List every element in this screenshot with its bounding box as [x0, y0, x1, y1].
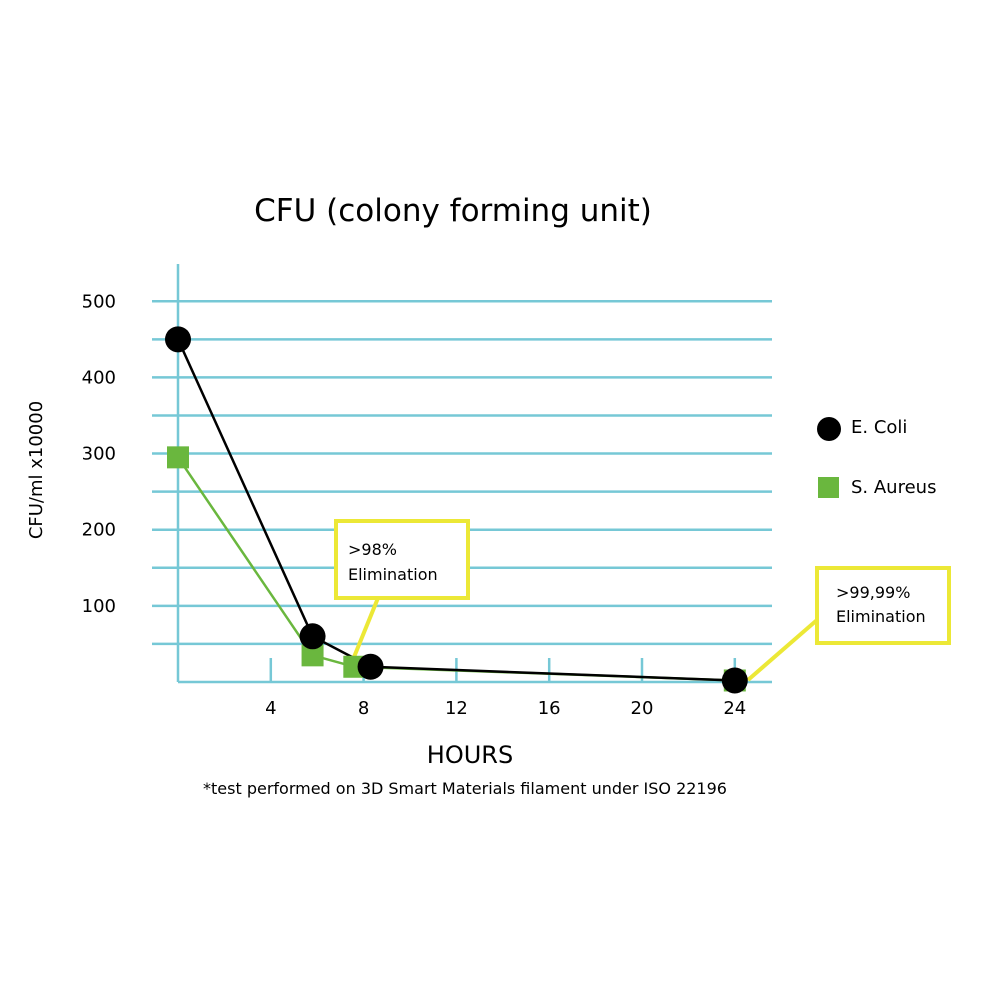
legend-label: S. Aureus: [851, 477, 936, 498]
grid: [152, 264, 772, 684]
chart-title: CFU (colony forming unit): [254, 193, 652, 229]
x-axis-title: HOURS: [427, 741, 513, 769]
x-tick-label: 8: [358, 698, 369, 719]
legend-marker-ecoli: [817, 417, 841, 441]
x-tick-label: 24: [723, 698, 746, 719]
data-point-ecoli: [721, 667, 748, 694]
annotations: >98% Elimination >99,99% Elimination: [334, 519, 951, 682]
legend: E. Coli S. Aureus: [817, 417, 936, 498]
y-axis-title: CFU/ml x10000: [26, 401, 47, 539]
x-tick-label: 16: [538, 698, 561, 719]
y-tick-label: 300: [82, 444, 116, 465]
footnote: *test performed on 3D Smart Materials fi…: [203, 779, 727, 798]
annotation-text: >98%: [348, 540, 397, 559]
data-point-ecoli: [165, 326, 191, 353]
x-tick-label: 12: [445, 698, 468, 719]
x-tick-label: 20: [631, 698, 654, 719]
data-point-saureus: [167, 446, 189, 469]
legend-label: E. Coli: [851, 417, 907, 438]
series-lines: [176, 338, 735, 682]
x-tick-label: 4: [265, 698, 276, 719]
annotation-text: Elimination: [836, 607, 926, 626]
annotation-pointer: [746, 618, 819, 682]
annotation-text: Elimination: [348, 565, 438, 584]
y-tick-label: 200: [82, 520, 116, 541]
annotation-pointer: [350, 597, 380, 663]
series-markers: [165, 326, 748, 694]
x-tick-labels: 4 8 12 16 20 24: [265, 698, 746, 719]
y-tick-label: 500: [82, 291, 116, 312]
annotation-text: >99,99%: [836, 583, 910, 602]
data-point-ecoli: [299, 623, 326, 650]
legend-marker-saureus: [818, 477, 839, 498]
annotation-box: [334, 519, 470, 600]
data-point-saureus: [301, 644, 324, 667]
y-tick-labels: 100 200 300 400 500: [82, 291, 116, 617]
y-tick-label: 400: [82, 367, 116, 388]
y-tick-label: 100: [82, 596, 116, 617]
data-point-ecoli: [357, 653, 384, 680]
series-line-ecoli: [176, 338, 735, 682]
annotation-box: [815, 566, 951, 645]
